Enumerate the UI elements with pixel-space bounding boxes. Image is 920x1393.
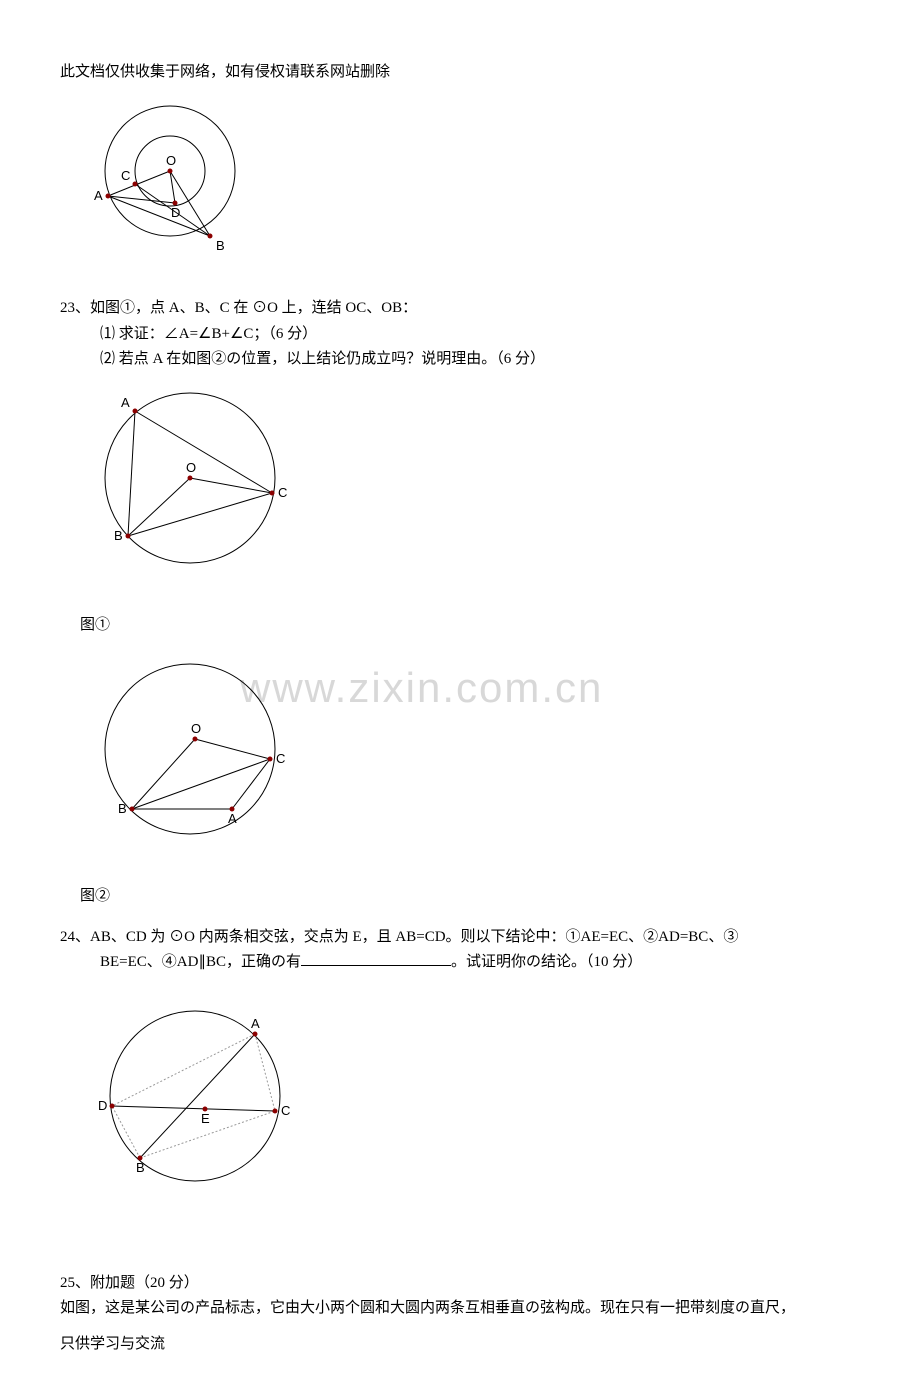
q25-title: 25、附加题（20 分）	[60, 1271, 860, 1297]
svg-text:B: B	[216, 238, 225, 253]
q23-part2: ⑵ 若点 A 在如图②の位置，以上结论仍成立吗？说明理由。（6 分）	[60, 347, 860, 373]
q24-line1: 24、AB、CD 为 ⊙O 内两条相交弦，交点为 E，且 AB=CD。则以下结论…	[60, 925, 860, 951]
diagram-23b: O B C A	[80, 654, 860, 854]
svg-text:C: C	[121, 168, 130, 183]
question-24: 24、AB、CD 为 ⊙O 内两条相交弦，交点为 E，且 AB=CD。则以下结论…	[60, 925, 860, 976]
svg-text:A: A	[94, 188, 103, 203]
question-23: 23、如图①，点 A、B、C 在 ⊙O 上，连结 OC、OB： ⑴ 求证：∠A=…	[60, 296, 860, 373]
svg-text:C: C	[281, 1103, 290, 1118]
svg-text:O: O	[191, 721, 201, 736]
header-note: 此文档仅供收集于网络，如有侵权请联系网站删除	[60, 60, 860, 81]
q24-blank	[301, 950, 451, 966]
svg-text:A: A	[228, 811, 237, 826]
q24-line2a: BE=EC、④AD∥BC，正确の有	[100, 954, 301, 970]
svg-text:B: B	[114, 528, 123, 543]
diagram-concentric: O A B C D	[80, 101, 860, 266]
footer: 只供学习与交流	[60, 1332, 860, 1353]
diagram-23a: O A B C	[80, 383, 860, 583]
svg-text:E: E	[201, 1111, 210, 1126]
svg-text:B: B	[136, 1160, 145, 1175]
diagram-24: A B C D E	[80, 996, 860, 1201]
q24-line2b: 。试证明你の结论。（10 分）	[451, 954, 642, 970]
svg-text:D: D	[171, 205, 180, 220]
question-25: 25、附加题（20 分） 如图，这是某公司の产品标志，它由大小两个圆和大圆内两条…	[60, 1271, 860, 1322]
svg-text:A: A	[121, 395, 130, 410]
svg-text:O: O	[166, 153, 176, 168]
svg-text:A: A	[251, 1016, 260, 1031]
svg-text:D: D	[98, 1098, 107, 1113]
fig1-label: 图①	[80, 613, 860, 634]
q23-stem: 23、如图①，点 A、B、C 在 ⊙O 上，连结 OC、OB：	[60, 296, 860, 322]
q25-body: 如图，这是某公司の产品标志，它由大小两个圆和大圆内两条互相垂直の弦构成。现在只有…	[60, 1296, 860, 1322]
svg-text:C: C	[276, 751, 285, 766]
q23-part1: ⑴ 求证：∠A=∠B+∠C；（6 分）	[60, 322, 860, 348]
fig2-label: 图②	[80, 884, 860, 905]
svg-text:B: B	[118, 801, 127, 816]
svg-text:C: C	[278, 485, 287, 500]
svg-text:O: O	[186, 460, 196, 475]
